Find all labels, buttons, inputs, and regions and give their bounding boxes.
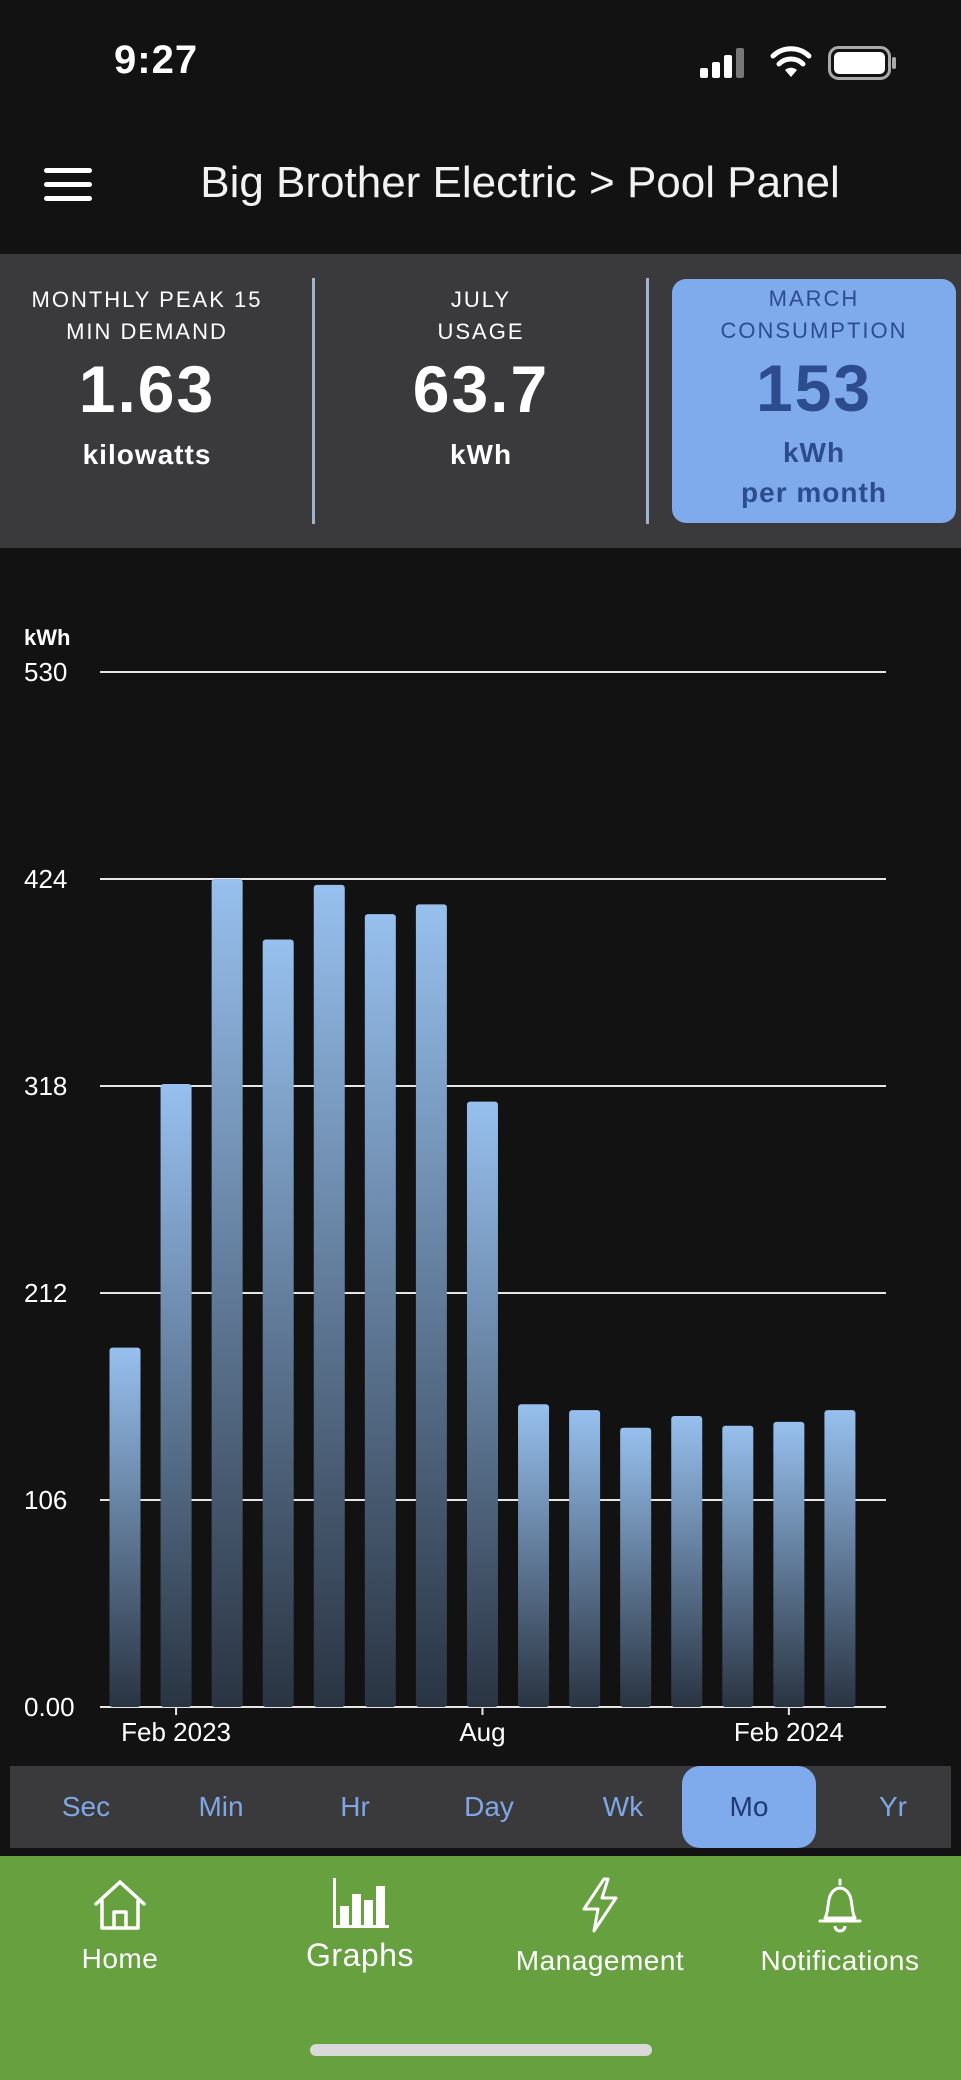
period-tab-mo[interactable]: Mo	[682, 1766, 816, 1848]
metric-unit: kilowatts	[82, 439, 212, 470]
period-tab-wk[interactable]: Wk	[602, 1791, 644, 1822]
hamburger-line	[44, 196, 92, 201]
wifi-icon	[770, 46, 812, 77]
bottom-nav: Home Graphs Management Notifications	[0, 1856, 961, 2080]
nav-home[interactable]: Home	[40, 1876, 200, 1975]
bar-nov-2023[interactable]	[620, 1427, 652, 1707]
bar-jan-2024[interactable]	[722, 1425, 754, 1707]
bar-mar-2023[interactable]	[211, 879, 243, 1707]
metric-label-line2: MIN DEMAND	[66, 319, 228, 344]
y-tick-label: 0.00	[24, 1692, 75, 1722]
y-tick-label: 424	[24, 864, 67, 894]
metric-peak-demand[interactable]: MONTHLY PEAK 15 MIN DEMAND 1.63 kilowatt…	[0, 254, 294, 548]
metric-label: JULY USAGE	[336, 284, 626, 348]
metric-label: MARCH CONSUMPTION	[672, 283, 956, 347]
bar-mar-2024[interactable]	[824, 1410, 856, 1707]
usage-bar-chart[interactable]: kWh 530 424 318 212 106 0.00 Feb 2023 Aug Feb 2…	[0, 600, 961, 1760]
metric-july-usage[interactable]: JULY USAGE 63.7 kWh	[336, 254, 626, 548]
hamburger-line	[44, 182, 92, 187]
period-tab-min[interactable]: Min	[198, 1791, 244, 1822]
nav-label: Graphs	[306, 1937, 414, 1973]
lightning-icon	[582, 1877, 618, 1933]
x-tick-label: Feb 2023	[121, 1717, 231, 1747]
bar-feb-2023[interactable]	[160, 1084, 192, 1707]
period-selector: Sec Min Hr Day Wk Mo Yr	[10, 1766, 951, 1848]
bar-sep-2023[interactable]	[518, 1404, 550, 1707]
period-tab-yr[interactable]: Yr	[879, 1791, 907, 1822]
bar-dec-2023[interactable]	[671, 1416, 703, 1707]
metric-label-line1: JULY	[450, 287, 512, 312]
y-axis-label: kWh	[24, 625, 70, 650]
x-tick-label: Aug	[459, 1717, 505, 1747]
bar-aug-2023[interactable]	[466, 1101, 498, 1707]
nav-label: Notifications	[760, 1945, 920, 1976]
metric-label-line2: CONSUMPTION	[720, 318, 908, 343]
bar-chart-icon	[333, 1878, 389, 1928]
bar-apr-2023[interactable]	[262, 939, 294, 1707]
nav-label: Management	[515, 1945, 685, 1976]
bar-jan-2023[interactable]	[109, 1347, 141, 1707]
metric-unit-line2: per month	[741, 477, 887, 508]
bar-jul-2023[interactable]	[415, 904, 447, 1707]
nav-label: Home	[81, 1943, 159, 1974]
metric-label-line1: MONTHLY PEAK 15	[31, 287, 263, 312]
battery-icon	[828, 46, 896, 80]
y-tick-label: 212	[24, 1278, 67, 1308]
page-title: Big Brother Electric > Pool Panel	[200, 158, 840, 207]
home-indicator	[310, 2044, 652, 2056]
y-tick-label: 318	[24, 1071, 67, 1101]
period-tab-sec[interactable]: Sec	[61, 1791, 111, 1822]
cellular-signal-icon	[700, 48, 744, 78]
y-tick-label: 106	[24, 1485, 67, 1515]
metric-label-line2: USAGE	[437, 319, 525, 344]
bar-oct-2023[interactable]	[569, 1410, 601, 1707]
period-tab-hr[interactable]: Hr	[340, 1791, 370, 1822]
metric-unit-line1: kWh	[782, 437, 846, 468]
metric-unit: kWh per month	[672, 433, 956, 513]
metric-march-consumption[interactable]: MARCH CONSUMPTION 153 kWh per month	[672, 279, 956, 523]
nav-management[interactable]: Management	[500, 1876, 700, 1977]
nav-notifications[interactable]: Notifications	[740, 1876, 940, 1977]
metric-value: 1.63	[78, 352, 216, 426]
hamburger-line	[44, 168, 92, 173]
x-tick-label: Feb 2024	[734, 1717, 844, 1747]
y-tick-label: 530	[24, 657, 67, 687]
bar-jun-2023[interactable]	[364, 914, 396, 1707]
nav-graphs[interactable]: Graphs	[280, 1874, 440, 1974]
metric-label: MONTHLY PEAK 15 MIN DEMAND	[0, 284, 294, 348]
metric-value: 153	[755, 351, 873, 425]
period-tab-day[interactable]: Day	[464, 1791, 514, 1822]
bar-may-2023[interactable]	[313, 884, 345, 1707]
home-icon	[94, 1880, 146, 1930]
bell-icon	[818, 1878, 862, 1933]
metric-value: 63.7	[412, 352, 550, 426]
metric-divider	[312, 278, 315, 524]
metrics-strip: MONTHLY PEAK 15 MIN DEMAND 1.63 kilowatt…	[0, 254, 961, 548]
menu-button[interactable]	[44, 168, 92, 204]
metric-unit: kWh	[449, 439, 513, 470]
metric-divider	[646, 278, 649, 524]
status-time: 9:27	[114, 38, 199, 82]
metric-label-line1: MARCH	[768, 286, 860, 311]
bar-feb-2024[interactable]	[773, 1421, 805, 1707]
